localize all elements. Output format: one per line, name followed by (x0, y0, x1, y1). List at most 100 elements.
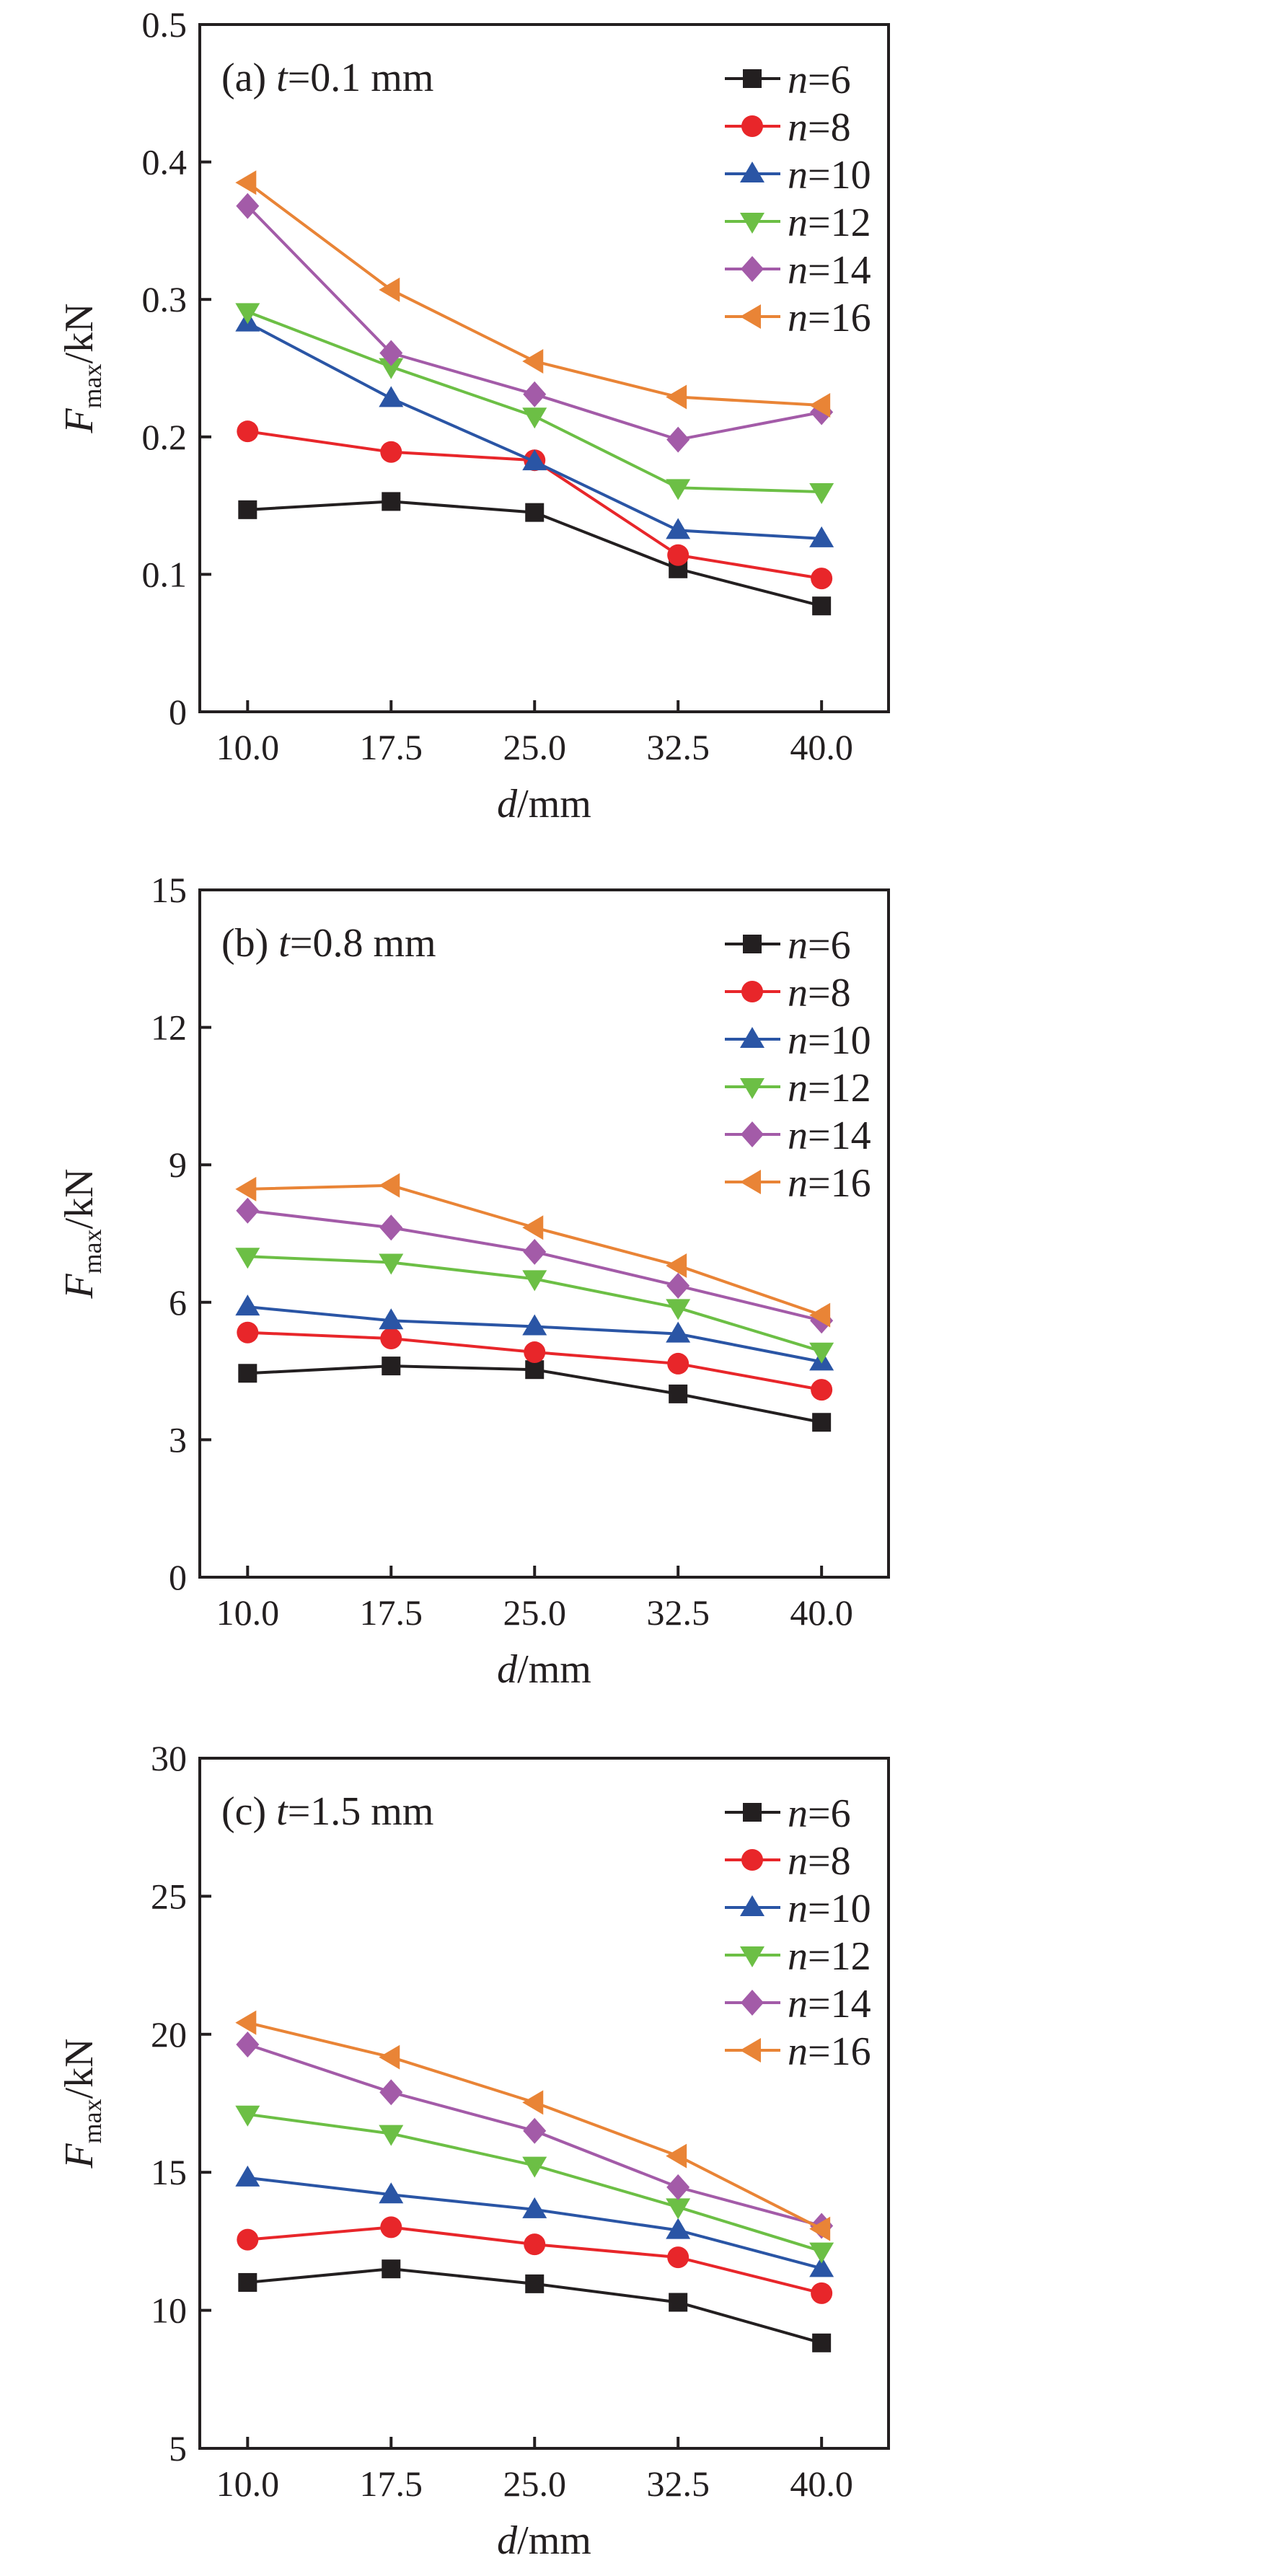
legend-item: n=16 (725, 2029, 871, 2074)
x-axis-label-unit: /mm (517, 2518, 591, 2563)
legend-item: n=6 (725, 923, 851, 968)
y-axis-label-var: F (57, 408, 102, 434)
legend-label-value: =8 (808, 1839, 851, 1884)
x-axis-label-unit: /mm (517, 782, 591, 826)
data-point (380, 441, 402, 463)
legend-item: n=8 (725, 1839, 851, 1884)
legend-label: n=14 (788, 248, 871, 293)
data-point (667, 2246, 689, 2269)
legend-item: n=14 (725, 248, 871, 293)
legend-marker (743, 935, 762, 953)
x-axis-label-var: d (497, 782, 518, 826)
series-n-10 (235, 310, 834, 547)
legend-label: n=16 (788, 1161, 871, 1206)
data-point (811, 568, 833, 590)
legend-label-var: n (788, 1982, 808, 2026)
data-point (809, 483, 834, 505)
legend-label-value: =8 (808, 971, 851, 1015)
legend-item: n=6 (725, 1791, 851, 1836)
y-tick-label: 0 (169, 1557, 187, 1597)
data-point (809, 2242, 834, 2264)
legend-item: n=10 (725, 1018, 871, 1063)
legend-item: n=10 (725, 153, 871, 198)
y-tick-label: 10 (151, 2290, 187, 2331)
series-n-12 (235, 1248, 834, 1364)
data-point (238, 2272, 257, 2292)
y-tick-label: 9 (169, 1144, 187, 1185)
data-point (522, 1314, 547, 1336)
data-point (236, 1197, 260, 1224)
legend-item: n=12 (725, 1066, 871, 1111)
data-point (666, 2174, 690, 2200)
data-point (522, 2090, 544, 2115)
data-point (669, 1384, 688, 1403)
x-tick-label: 32.5 (646, 727, 710, 767)
legend-item: n=16 (725, 1161, 871, 1206)
x-axis-label: d/mm (497, 1647, 591, 1692)
data-point (667, 1352, 689, 1375)
legend-label-var: n (788, 1066, 808, 1111)
series-n-6 (238, 2259, 832, 2352)
y-tick-label: 0.3 (142, 279, 188, 319)
data-point (379, 2045, 400, 2070)
plot-frame (198, 888, 890, 1579)
data-point (666, 2218, 691, 2239)
chart-panel-a: 0 0.1 0.2 0.3 0.4 0.5 10.0 17.5 25.0 32.5 40.0 d/mm… (57, 4, 890, 826)
plot-frame (198, 1757, 890, 2450)
data-point (235, 1248, 260, 1269)
series-n-6 (238, 1357, 832, 1432)
legend-label-value: =10 (808, 153, 871, 198)
y-tick-label: 0.2 (142, 417, 188, 457)
x-tick-label: 17.5 (360, 1592, 423, 1633)
y-tick-label: 3 (169, 1419, 187, 1460)
y-axis-label-var: F (57, 1274, 102, 1300)
legend-label-var: n (788, 58, 808, 102)
legend-label: n=8 (788, 971, 851, 1015)
data-point (666, 479, 691, 500)
y-axis-label-sub: max (78, 363, 107, 408)
data-point (235, 1176, 257, 1201)
panel-label-value: =0.8 mm (290, 921, 436, 966)
series-n-6 (238, 492, 832, 616)
legend-label-value: =14 (808, 248, 871, 293)
y-tick-label: 0.4 (142, 142, 188, 182)
series-n-10 (235, 2165, 834, 2277)
data-point (380, 2216, 402, 2238)
data-point (379, 2079, 403, 2106)
series-n-16 (235, 2010, 831, 2241)
data-point (379, 340, 403, 366)
data-point (379, 1253, 404, 1275)
data-point (235, 2010, 257, 2035)
data-point (666, 1321, 691, 1343)
x-tick-label: 32.5 (646, 1592, 710, 1633)
y-tick-label: 6 (169, 1282, 187, 1323)
legend-label-value: =12 (808, 200, 871, 245)
panel-label-value: =0.1 mm (288, 56, 434, 100)
y-tick-label: 0.1 (142, 554, 188, 594)
data-point (525, 1360, 545, 1380)
data-point (380, 1327, 402, 1349)
data-point (666, 518, 691, 539)
legend-label: n=6 (788, 58, 851, 102)
legend-label: n=10 (788, 153, 871, 198)
y-axis-label: Fmax/kN (57, 2038, 107, 2169)
panel-label-var: t (276, 56, 288, 100)
data-point (522, 2156, 547, 2178)
data-point (811, 1379, 833, 1401)
series-n-14 (236, 193, 834, 453)
legend-item: n=14 (725, 1982, 871, 2026)
legend-label-value: =6 (808, 1791, 851, 1836)
data-point (379, 1173, 400, 1198)
panel-label: (c) t=1.5 mm (221, 1789, 433, 1834)
y-axis-label-unit: /kN (57, 303, 102, 363)
x-tick-label: 32.5 (646, 2463, 710, 2504)
x-tick-label: 25.0 (503, 1592, 566, 1633)
x-axis-label-unit: /mm (517, 1647, 591, 1692)
y-axis-label-var: F (57, 2143, 102, 2169)
legend-item: n=12 (725, 200, 871, 245)
legend-label: n=6 (788, 1791, 851, 1836)
data-point (523, 2117, 547, 2144)
x-tick-label: 40.0 (790, 727, 853, 767)
x-axis-label: d/mm (497, 2518, 591, 2563)
